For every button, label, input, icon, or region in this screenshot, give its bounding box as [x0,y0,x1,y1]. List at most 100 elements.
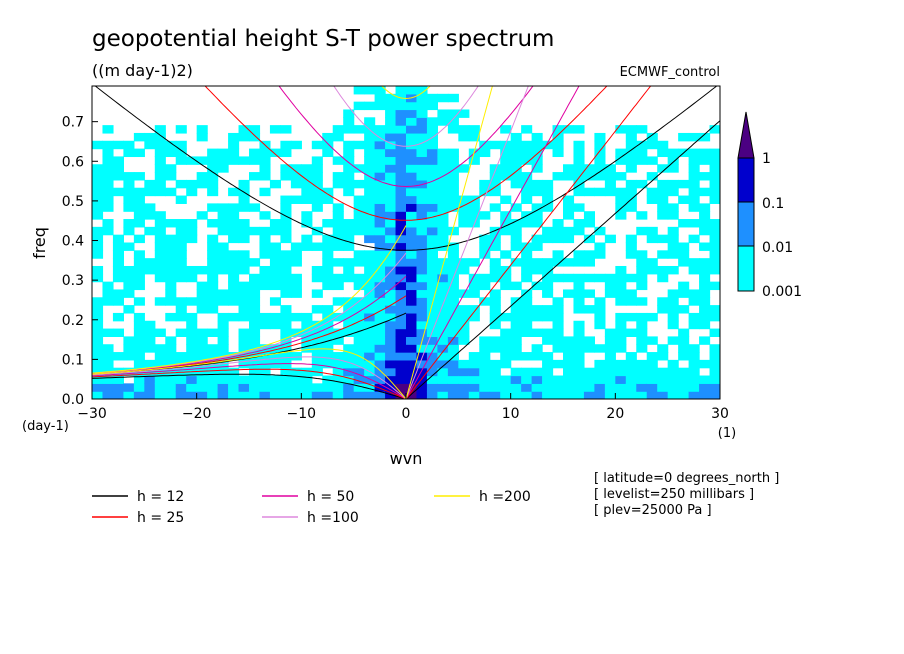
spectrum-cell [207,359,219,369]
spectrum-cell [709,195,720,204]
spectrum-cell [353,281,365,291]
spectrum-cell [395,195,407,204]
spectrum-cell [290,273,302,283]
spectrum-cell [667,289,679,298]
spectrum-cell [217,203,229,212]
spectrum-cell [479,344,491,353]
spectrum-cell [364,187,376,197]
spectrum-cell [238,258,250,267]
dispersion-curve [333,86,479,147]
spectrum-cell [458,305,470,314]
spectrum-cell [92,234,104,244]
spectrum-cell [385,297,397,306]
spectrum-cell [301,187,313,197]
spectrum-cell [479,391,491,399]
spectrum-cell [552,344,564,353]
spectrum-cell [688,312,700,322]
spectrum-cell [249,367,261,377]
spectrum-cell [416,289,428,298]
spectrum-cell [374,336,386,345]
spectrum-cell [332,336,344,345]
spectrum-cell [343,117,355,126]
spectrum-cell [458,219,470,228]
spectrum-cell [625,391,637,399]
spectrum-cell [521,125,533,134]
spectrum-cell [123,344,135,353]
spectrum-cell [615,195,627,204]
spectrum-cell [144,336,156,345]
spectrum-cell [667,156,679,165]
spectrum-cell [426,172,438,181]
spectrum-cell [154,234,166,244]
spectrum-cell [112,352,124,361]
spectrum-cell [583,172,595,181]
spectrum-cell [521,375,533,384]
spectrum-cell [615,320,627,330]
spectrum-cell [657,250,669,259]
spectrum-cell [531,179,543,189]
spectrum-cell [625,250,637,259]
spectrum-cell [447,359,459,369]
spectrum-cell [416,281,428,291]
spectrum-cell [500,195,512,204]
spectrum-cell [186,187,198,197]
spectrum-cell [416,250,428,259]
spectrum-cell [500,219,512,228]
spectrum-cell [175,297,187,306]
spectrum-cell [667,297,679,306]
spectrum-cell [217,226,229,236]
spectrum-cell [552,234,564,244]
spectrum-cell [144,211,156,220]
spectrum-cell [92,391,104,399]
spectrum-cell [657,375,669,384]
spectrum-cell [458,132,470,142]
spectrum-cell [343,148,355,158]
spectrum-cell [332,211,344,220]
spectrum-cell [437,359,449,369]
spectrum-cell [249,305,261,314]
spectrum-cell [583,344,595,353]
spectrum-cell [175,195,187,204]
spectrum-cell [542,375,554,384]
spectrum-cell [458,391,470,399]
spectrum-cell [228,148,240,158]
spectrum-cell [646,367,658,377]
spectrum-cell [625,359,637,369]
spectrum-cell [112,234,124,244]
spectrum-cell [217,250,229,259]
spectrum-cell [406,250,418,259]
spectrum-cell [657,179,669,189]
spectrum-cell [92,352,104,361]
spectrum-cell [364,265,376,275]
spectrum-cell [144,344,156,353]
spectrum-cell [667,187,679,197]
spectrum-cell [699,258,711,267]
spectrum-cell [133,211,145,220]
spectrum-cell [133,172,145,181]
spectrum-cell [353,250,365,259]
spectrum-cell [165,148,177,158]
spectrum-cell [144,375,156,384]
spectrum-cell [385,109,397,118]
spectrum-cell [196,375,208,384]
spectrum-cell [604,281,616,291]
spectrum-cell [123,226,135,236]
spectrum-cell [196,391,208,399]
spectrum-cell [542,187,554,197]
spectrum-cell [615,375,627,384]
spectrum-cell [112,164,124,173]
spectrum-cell [175,328,187,337]
spectrum-cell [343,375,355,384]
spectrum-cell [374,148,386,158]
spectrum-cell [594,187,606,197]
spectrum-cell [688,367,700,377]
spectrum-cell [207,367,219,377]
spectrum-cell [406,359,418,369]
spectrum-cell [521,140,533,150]
spectrum-cell [406,187,418,197]
spectrum-cell [594,273,606,283]
y-tick-label: 0.0 [62,392,84,408]
spectrum-cell [500,226,512,236]
spectrum-cell [374,375,386,384]
dataset-label: ECMWF_control [620,65,720,80]
